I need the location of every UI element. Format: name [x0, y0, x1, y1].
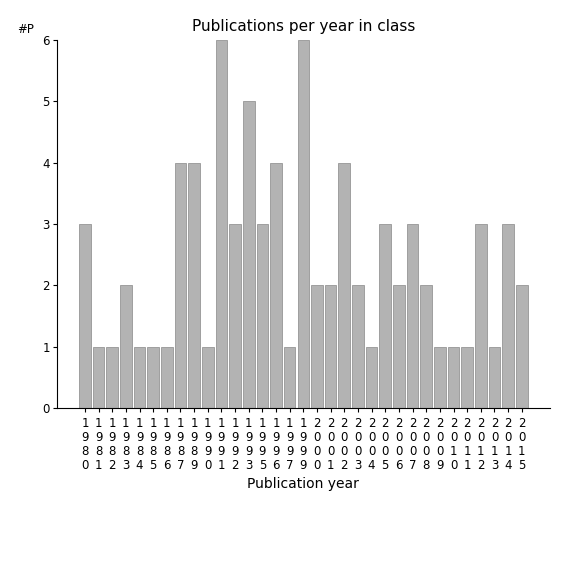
Bar	[489, 347, 500, 408]
Bar	[502, 224, 514, 408]
Bar	[448, 347, 459, 408]
Bar	[161, 347, 172, 408]
Bar	[462, 347, 473, 408]
Bar	[475, 224, 486, 408]
Bar	[352, 285, 364, 408]
Bar	[229, 224, 241, 408]
Bar	[284, 347, 295, 408]
X-axis label: Publication year: Publication year	[247, 477, 359, 491]
Bar	[107, 347, 118, 408]
Bar	[434, 347, 446, 408]
Bar	[120, 285, 132, 408]
Bar	[311, 285, 323, 408]
Bar	[257, 224, 268, 408]
Bar	[270, 163, 282, 408]
Bar	[93, 347, 104, 408]
Bar	[134, 347, 145, 408]
Bar	[366, 347, 378, 408]
Bar	[79, 224, 91, 408]
Bar	[338, 163, 350, 408]
Bar	[407, 224, 418, 408]
Bar	[298, 40, 309, 408]
Bar	[325, 285, 336, 408]
Bar	[215, 40, 227, 408]
Bar	[420, 285, 432, 408]
Bar	[202, 347, 214, 408]
Bar	[188, 163, 200, 408]
Text: #P: #P	[17, 23, 34, 36]
Bar	[243, 101, 255, 408]
Bar	[175, 163, 187, 408]
Bar	[379, 224, 391, 408]
Title: Publications per year in class: Publications per year in class	[192, 19, 415, 35]
Bar	[516, 285, 527, 408]
Bar	[393, 285, 405, 408]
Bar	[147, 347, 159, 408]
